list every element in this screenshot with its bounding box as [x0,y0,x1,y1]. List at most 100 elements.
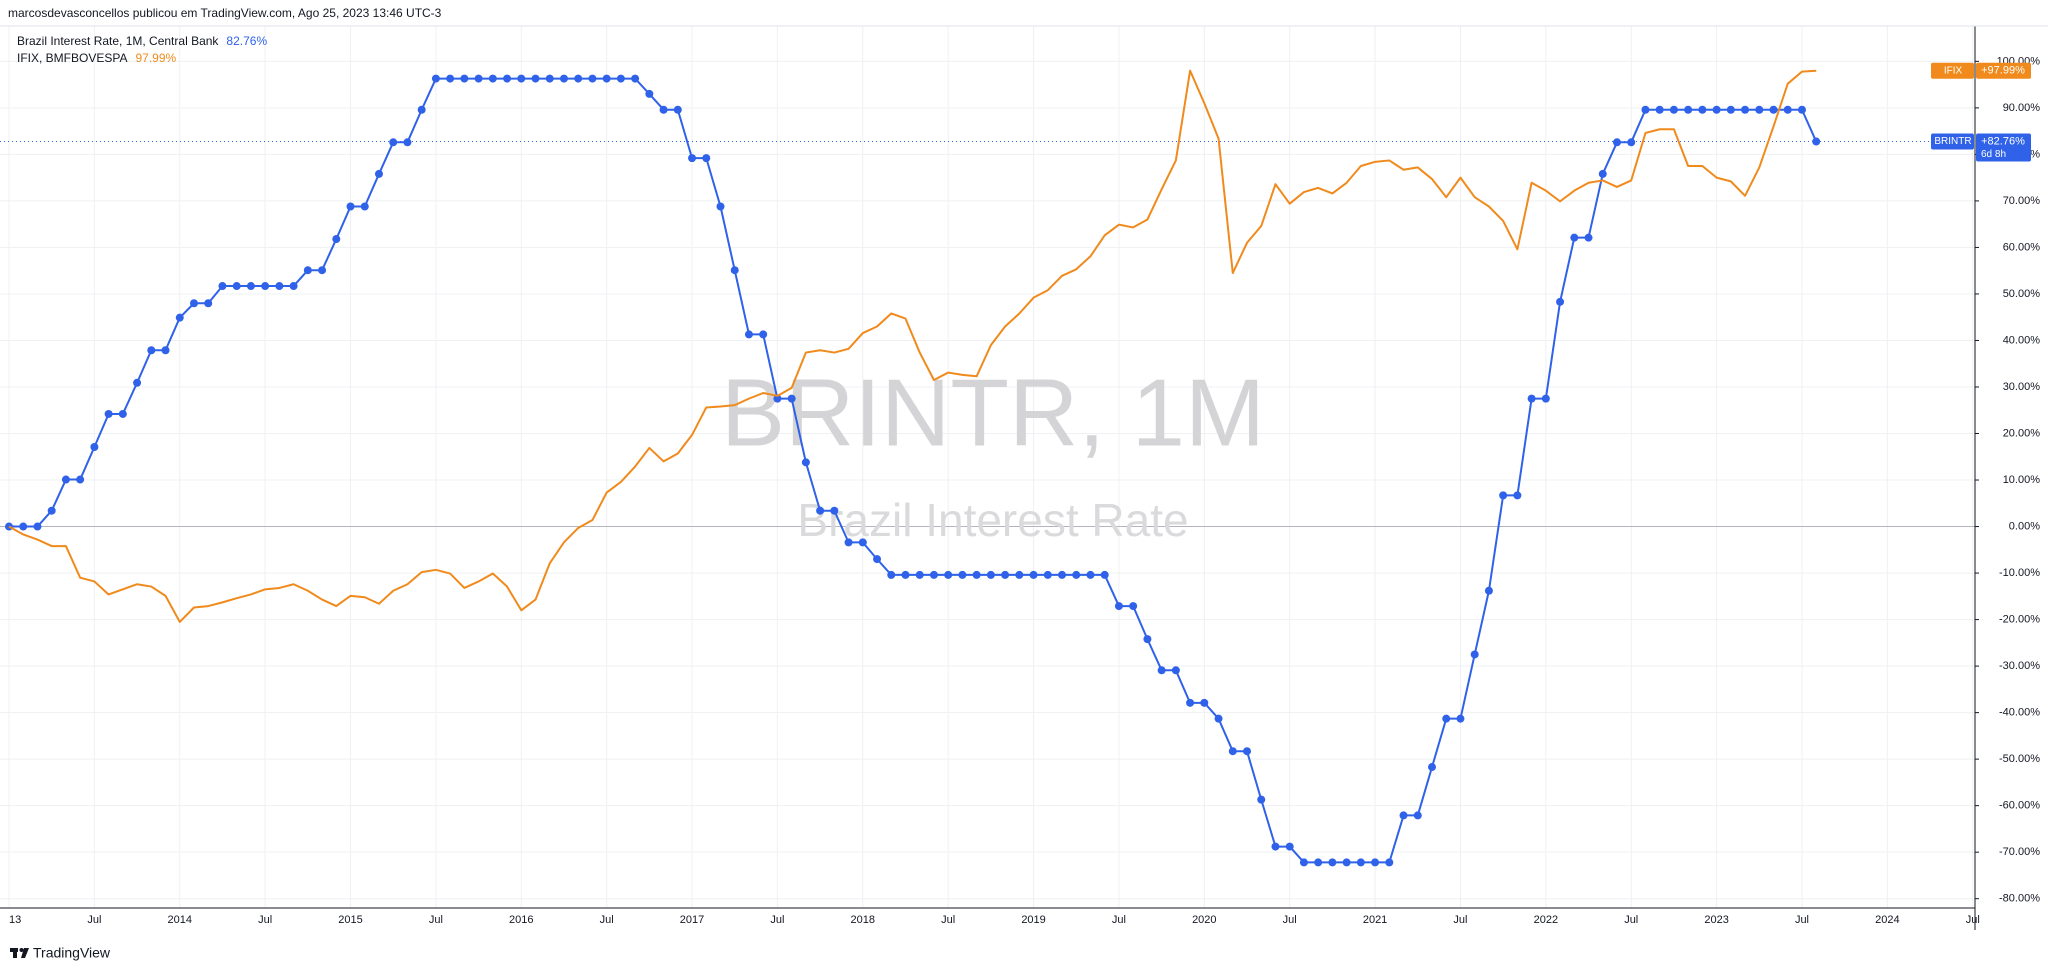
x-tick-label: Jul [258,914,272,926]
data-point [1157,666,1166,675]
x-tick-label: Jul [1453,914,1467,926]
data-point [1484,586,1493,595]
data-point [1186,698,1195,707]
data-point [873,555,882,564]
data-point [374,169,383,178]
x-tick-label: 2018 [851,914,875,926]
data-point [929,570,938,579]
data-point [1570,233,1579,242]
data-point [545,74,554,83]
data-point [431,74,440,83]
tradingview-logo [10,948,29,958]
data-point [417,105,426,114]
data-point [944,570,953,579]
data-point [189,299,198,308]
data-point [303,266,312,275]
x-tick-label: Jul [87,914,101,926]
price-label: +97.99% [1981,65,2025,77]
data-point [1755,105,1764,114]
x-tick-label: 2020 [1192,914,1216,926]
data-point [1783,105,1792,114]
y-tick-label: -80.00% [1999,893,2040,905]
data-point [1726,105,1735,114]
data-point [730,266,739,275]
data-point [1228,747,1237,756]
data-point [1342,858,1351,867]
data-point [1627,138,1636,147]
data-point [1598,169,1607,178]
data-point [1769,105,1778,114]
footer-brand: TradingView [33,945,111,961]
data-point [1612,138,1621,147]
data-point [787,394,796,403]
data-point [986,570,995,579]
footer: TradingView [10,945,111,961]
data-point [844,538,853,547]
data-point [1015,570,1024,579]
data-point [104,409,113,418]
data-point [204,299,213,308]
data-point [1086,570,1095,579]
data-point [474,74,483,83]
data-point [133,378,142,387]
x-tick-label: 2016 [509,914,533,926]
data-point [261,282,270,291]
data-point [1271,842,1280,851]
x-tick-label: Jul [1966,914,1980,926]
x-tick-label: Jul [770,914,784,926]
data-point [958,570,967,579]
data-point [801,458,810,467]
data-point [1541,394,1550,403]
y-tick-label: 30.00% [2003,381,2041,393]
y-tick-label: 70.00% [2003,195,2041,207]
data-point [702,154,711,163]
data-point [816,506,825,515]
header: marcosdevasconcellos publicou em Trading… [8,6,442,20]
data-point [1058,570,1067,579]
legend-entry: IFIX, BMFBOVESPA 97.99% [17,51,176,65]
x-tick-label: Jul [941,914,955,926]
data-point [175,313,184,322]
y-tick-label: 40.00% [2003,334,2041,346]
data-point [1129,602,1138,611]
data-point [517,74,526,83]
y-tick-label: -60.00% [1999,800,2040,812]
data-point [1314,858,1323,867]
y-tick-label: 90.00% [2003,102,2041,114]
data-point [915,570,924,579]
x-tick-label: 2019 [1021,914,1045,926]
x-tick-label: 2015 [338,914,362,926]
data-point [1456,714,1465,723]
data-point [1584,233,1593,242]
data-point [1043,570,1052,579]
data-point [389,138,398,147]
data-point [47,506,56,515]
x-tick-label: Jul [1112,914,1126,926]
data-point [76,475,85,484]
x-tick-label: Jul [1795,914,1809,926]
x-tick-label: 2022 [1534,914,1558,926]
data-point [90,442,99,451]
data-point [246,282,255,291]
x-tick-label: Jul [1283,914,1297,926]
data-point [972,570,981,579]
data-point [1001,570,1010,579]
data-point [1698,105,1707,114]
grid [0,26,1975,908]
data-point [1527,394,1536,403]
data-point [616,74,625,83]
data-point [1399,811,1408,820]
data-point [858,538,867,547]
legend: Brazil Interest Rate, 1M, Central Bank 82… [17,34,267,65]
data-point [901,570,910,579]
symbol-label: IFIX [1944,65,1963,76]
data-point [1299,858,1308,867]
data-point [1243,747,1252,756]
data-point [673,105,682,114]
x-tick-label: 2024 [1875,914,1899,926]
data-point [218,282,227,291]
data-point [1513,491,1522,500]
data-point [1029,570,1038,579]
legend-name: Brazil Interest Rate, 1M, Central Bank [17,34,219,48]
